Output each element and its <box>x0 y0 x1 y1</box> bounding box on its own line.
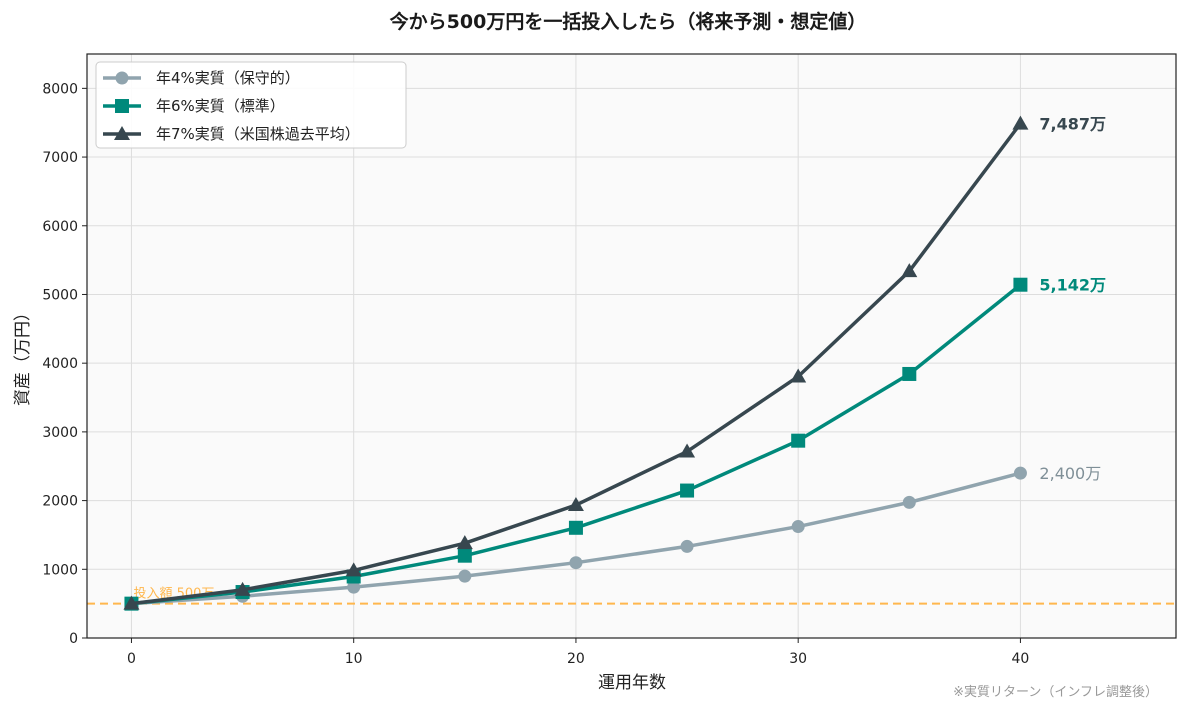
chart-title: 今から500万円を一括投入したら（将来予測・想定値） <box>389 10 867 33</box>
y-tick-label: 5000 <box>42 287 78 303</box>
x-tick-label: 10 <box>345 651 363 667</box>
legend-label: 年7%実質（米国株過去平均） <box>156 125 360 143</box>
y-tick-label: 6000 <box>42 219 78 235</box>
data-point <box>901 263 918 278</box>
legend-item: 年4%実質（保守的） <box>103 69 300 87</box>
y-tick-label: 4000 <box>42 356 78 372</box>
data-point <box>568 520 583 535</box>
data-point <box>457 548 472 563</box>
legend: 年4%実質（保守的） 年6%実質（標準） 年7%実質（米国株過去平均） <box>95 61 407 149</box>
data-point <box>1012 115 1029 130</box>
y-tick-label: 7000 <box>42 150 78 166</box>
y-tick-label: 2000 <box>42 494 78 510</box>
x-tick-label: 40 <box>1012 651 1030 667</box>
end-value-label: 2,400万 <box>1039 464 1101 483</box>
data-point <box>902 366 917 381</box>
series-3: 7,487万 <box>123 115 1106 610</box>
data-point <box>791 433 806 448</box>
data-point <box>680 483 695 498</box>
legend-item: 年7%実質（米国株過去平均） <box>103 125 360 143</box>
data-point <box>234 581 251 596</box>
legend-label: 年4%実質（保守的） <box>156 69 300 87</box>
legend-label: 年6%実質（標準） <box>156 97 285 115</box>
y-tick-label: 0 <box>69 631 78 647</box>
data-point <box>790 368 807 383</box>
plot-background <box>87 54 1176 638</box>
data-point <box>902 495 916 509</box>
end-value-label: 5,142万 <box>1039 276 1106 295</box>
y-axis-label: 資産（万円） <box>13 304 33 406</box>
x-axis-label: 運用年数 <box>598 673 666 693</box>
data-point <box>458 569 472 583</box>
legend-box <box>95 61 407 149</box>
data-point <box>567 497 584 512</box>
data-point <box>1013 277 1028 292</box>
data-point <box>456 535 473 550</box>
plot-frame <box>86 53 1177 639</box>
data-point <box>791 520 805 534</box>
y-tick-label: 8000 <box>42 81 78 97</box>
x-tick-label: 20 <box>567 651 585 667</box>
data-point <box>123 595 140 610</box>
data-point <box>345 562 362 577</box>
data-point <box>115 71 129 85</box>
footnote: ※実質リターン（インフレ調整後） <box>953 684 1158 700</box>
x-tick-label: 30 <box>789 651 807 667</box>
data-point <box>114 126 130 140</box>
data-point <box>679 443 696 458</box>
legend-item: 年6%実質（標準） <box>103 97 285 115</box>
data-point <box>569 556 583 570</box>
data-point <box>347 580 361 594</box>
data-point <box>680 539 694 553</box>
data-point <box>115 99 129 113</box>
y-tick-label: 1000 <box>42 562 78 578</box>
x-tick-label: 0 <box>127 651 136 667</box>
data-point <box>1013 466 1027 480</box>
y-tick-label: 3000 <box>42 425 78 441</box>
end-value-label: 7,487万 <box>1039 115 1106 134</box>
